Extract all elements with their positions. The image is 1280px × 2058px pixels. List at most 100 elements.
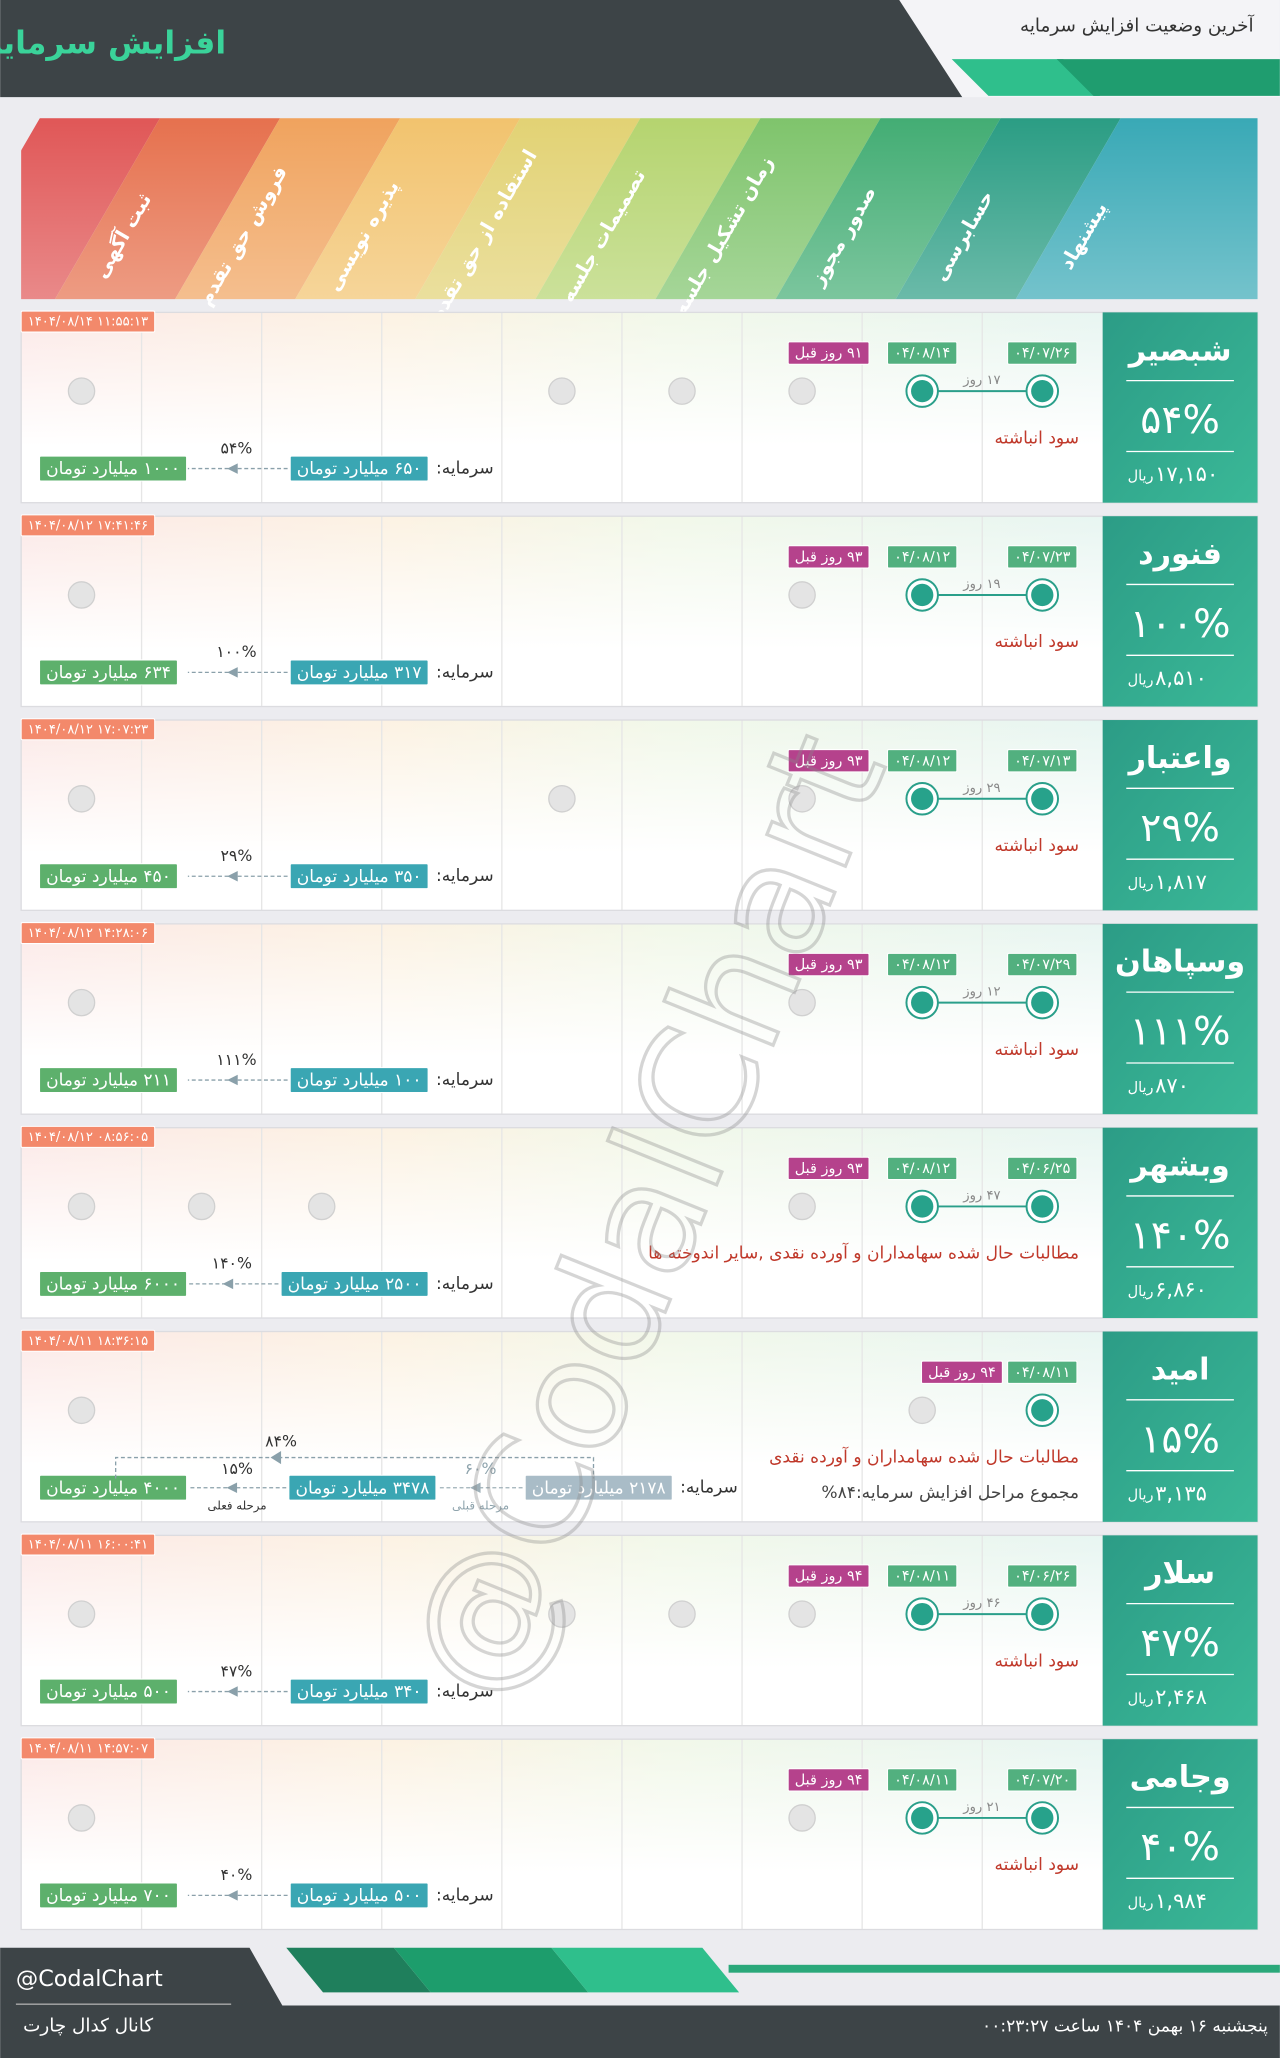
- timestamp-bg: [20, 514, 156, 537]
- timestamp-bg: [20, 922, 156, 945]
- company-row: امید ۱۵% ریال ۳,۱۳۵ ۱۴۰۴/۰۸/۱۱ ۱۸:۳۶:۱۵ ۰۴/۰۸…: [20, 1329, 1259, 1523]
- timestamp-tag: ۱۴۰۴/۰۸/۱۲ ۱۷:۰۷:۲۳: [20, 718, 156, 741]
- stage-dot: [788, 377, 816, 405]
- end-date: ۰۴/۰۸/۱۱: [894, 1773, 950, 1789]
- capital-percent: ۴۰%: [220, 1865, 252, 1884]
- days: ۲۹ روز: [962, 781, 1000, 796]
- capital-from: ۱۰۰ میلیارد تومان: [297, 1071, 422, 1091]
- active-dot: [1031, 1602, 1054, 1626]
- active-dot: [1031, 787, 1054, 810]
- days-ago-tag: ۹۳ روز قبل: [787, 749, 870, 773]
- company-row: وجامی ۴۰% ریال ۱,۹۸۴ ۱۴۰۴/۰۸/۱۱ ۱۴:۵۷:۰۷ ۲۱ ر…: [20, 1737, 1259, 1931]
- company-panel: [1102, 923, 1258, 1115]
- end-date: ۰۴/۰۸/۱۲: [894, 550, 950, 566]
- capital-from: ۶۵۰ میلیارد تومان: [297, 459, 422, 479]
- active-dot: [911, 379, 934, 403]
- timestamp-tag: ۱۴۰۴/۰۸/۱۱ ۱۶:۰۰:۴۱: [20, 1533, 156, 1556]
- capital-stage-bg: [39, 1474, 188, 1501]
- stage-dot: [788, 785, 816, 813]
- capital-from: ۳۵۰ میلیارد تومان: [297, 867, 422, 887]
- company-percent: ۱۱۱%: [1130, 1009, 1231, 1055]
- capital-to-tag: ۲۱۱ میلیارد تومان: [39, 1067, 178, 1094]
- stage-dot: [67, 377, 96, 405]
- arrow-head: [227, 463, 238, 474]
- step-percent: ۶۰%: [465, 1459, 497, 1478]
- stage-dot: [908, 1396, 936, 1425]
- capital-percent: ۱۰۰%: [216, 642, 256, 661]
- days-ago-tag: ۹۳ روز قبل: [787, 952, 870, 977]
- stage-dot: [307, 1192, 336, 1221]
- timestamp: ۱۴۰۴/۰۸/۱۲ ۰۸:۵۶:۰۵: [28, 1130, 148, 1145]
- capital-from-bg: [289, 863, 429, 890]
- timestamp-bg: [20, 310, 156, 333]
- stage-dot: [67, 1600, 96, 1628]
- start-date-bg: [1007, 1156, 1078, 1181]
- footer-handle: @CodalChart: [16, 1966, 163, 1992]
- active-dot: [1031, 583, 1054, 607]
- active-dot: [911, 1195, 934, 1218]
- active-dot: [911, 1602, 934, 1626]
- footer-stripe: [286, 1947, 431, 1993]
- arrow-head: [227, 870, 238, 882]
- company-panel: [1102, 1535, 1258, 1726]
- capital-to-tag: ۴۵۰ میلیارد تومان: [39, 863, 178, 890]
- total-percent: ۸۴%: [265, 1431, 297, 1450]
- days-ago-tag: ۹۴ روز قبل: [920, 1360, 1003, 1384]
- row-fade: [21, 516, 1103, 707]
- start-date-bg: [1007, 749, 1078, 773]
- capital-percent: ۵۴%: [220, 438, 252, 457]
- capital-from-bg: [289, 1882, 429, 1909]
- active-dot: [911, 991, 934, 1014]
- days-ago-tag: ۹۴ روز قبل: [787, 1768, 870, 1792]
- timestamp: ۱۴۰۴/۰۸/۱۴ ۱۱:۵۵:۱۳: [28, 315, 148, 330]
- company-name: واعتبار: [1127, 741, 1232, 776]
- company-row: واعتبار ۲۹% ریال ۱,۸۱۷ ۱۴۰۴/۰۸/۱۲ ۱۷:۰۷:۲۳ ۲۹…: [20, 718, 1259, 912]
- end-date: ۰۴/۰۸/۱۴: [894, 346, 950, 362]
- price: ۱۷,۱۵۰: [1155, 462, 1218, 486]
- capital-to: ۲۱۱ میلیارد تومان: [46, 1071, 171, 1091]
- arrow-head: [227, 1074, 238, 1086]
- stage-dot: [788, 1192, 816, 1221]
- capital-to-tag: ۶۰۰۰ میلیارد تومان: [39, 1270, 188, 1297]
- company-panel: [1102, 516, 1258, 707]
- capital-to: ۴۵۰ میلیارد تومان: [46, 867, 171, 887]
- days-ago: ۹۳ روز قبل: [795, 1161, 863, 1177]
- price-unit: ریال: [1128, 1488, 1154, 1504]
- price-unit: ریال: [1128, 1080, 1154, 1096]
- timestamp-tag: ۱۴۰۴/۰۸/۱۲ ۱۴:۲۸:۰۶: [20, 922, 156, 945]
- timestamp-tag: ۱۴۰۴/۰۸/۱۱ ۱۸:۳۶:۱۵: [20, 1329, 156, 1352]
- capital-to: ۷۰۰ میلیارد تومان: [46, 1886, 171, 1906]
- capital-from-tag: ۳۴۰ میلیارد تومان: [289, 1678, 429, 1705]
- days: ۱۹ روز: [962, 577, 1000, 592]
- days-ago: ۹۴ روز قبل: [928, 1365, 996, 1381]
- company-name: شبصیر: [1127, 333, 1232, 368]
- capital-stage: ۴۰۰۰ میلیارد تومان: [46, 1478, 180, 1498]
- stage-dot: [788, 988, 816, 1017]
- company-percent: ۴۷%: [1140, 1620, 1220, 1666]
- page-subtitle: آخرین وضعیت افزایش سرمایه: [1020, 13, 1254, 36]
- price: ۶,۸۶۰: [1155, 1277, 1207, 1301]
- capital-label: سرمایه:: [436, 866, 494, 886]
- timestamp-tag: ۱۴۰۴/۰۸/۱۲ ۰۸:۵۶:۰۵: [20, 1125, 156, 1148]
- start-date-tag: ۰۴/۰۷/۲۹: [1007, 952, 1078, 977]
- price-unit: ریال: [1128, 672, 1154, 688]
- capital-from-tag: ۳۱۷ میلیارد تومان: [289, 659, 429, 686]
- company-row: وسپاهان ۱۱۱% ریال ۸۷۰ ۱۴۰۴/۰۸/۱۲ ۱۴:۲۸:۰۶ ۱۲ …: [20, 922, 1259, 1115]
- capital-from: ۳۱۷ میلیارد تومان: [297, 663, 422, 683]
- start-date-bg: [1007, 341, 1078, 365]
- days: ۴۶ روز: [962, 1596, 1000, 1611]
- timestamp: ۱۴۰۴/۰۸/۱۲ ۱۴:۲۸:۰۶: [28, 926, 148, 941]
- capital-stage-bg: [524, 1474, 673, 1501]
- active-dot: [1031, 1195, 1054, 1218]
- timestamp-bg: [20, 1533, 156, 1556]
- active-dot: [1031, 1399, 1054, 1422]
- timestamp-tag: ۱۴۰۴/۰۸/۱۴ ۱۱:۵۵:۱۳: [20, 310, 156, 333]
- end-date-tag: ۰۴/۰۸/۱۴: [886, 341, 958, 365]
- company-name: وجامی: [1130, 1760, 1231, 1795]
- price: ۲,۴۶۸: [1155, 1685, 1207, 1709]
- capital-to-tag: ۶۳۴ میلیارد تومان: [39, 659, 178, 686]
- stage-dot: [187, 1192, 216, 1221]
- price: ۸,۵۱۰: [1155, 666, 1207, 690]
- end-date-bg: [886, 1156, 958, 1181]
- price: ۱,۹۸۴: [1155, 1889, 1207, 1913]
